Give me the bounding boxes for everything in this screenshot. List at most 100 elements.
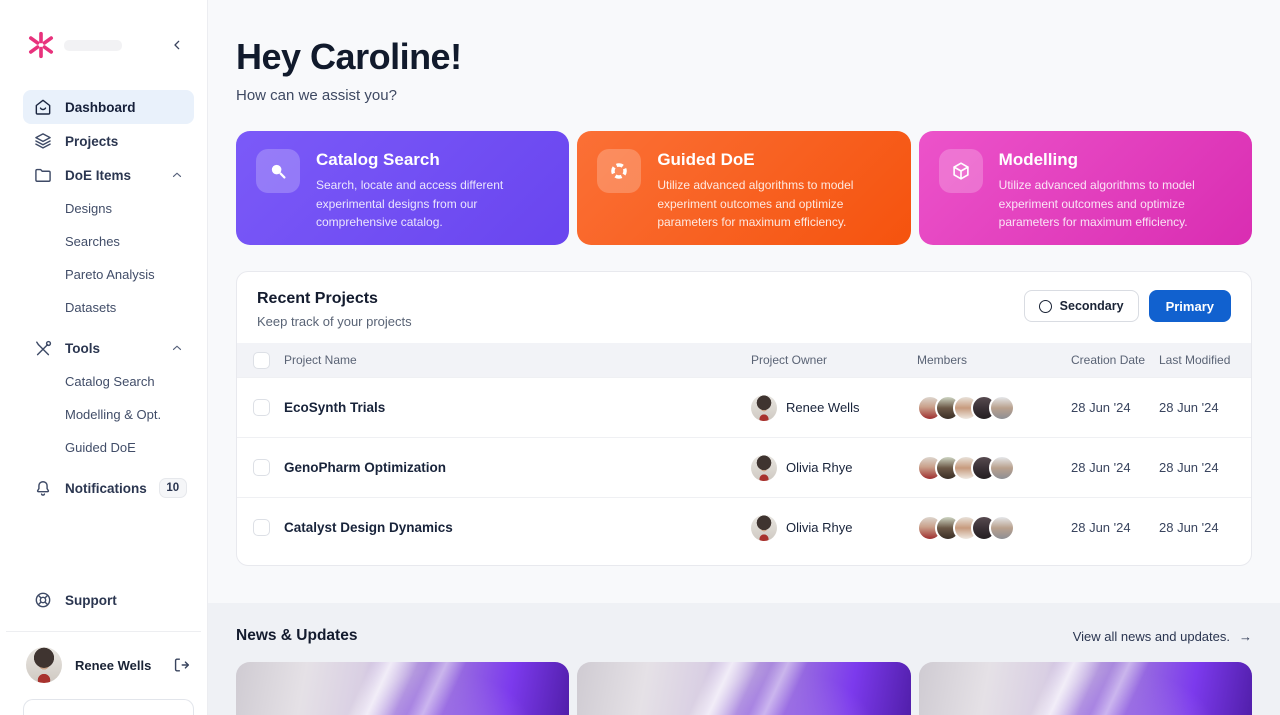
project-owner: Renee Wells bbox=[751, 394, 917, 421]
main-content: Hey Caroline! How can we assist you? Cat… bbox=[208, 0, 1280, 715]
news-section: News & Updates View all news and updates… bbox=[208, 603, 1280, 715]
news-card[interactable] bbox=[236, 662, 570, 715]
news-header: News & Updates View all news and updates… bbox=[236, 627, 1252, 645]
row-checkbox[interactable] bbox=[253, 459, 270, 476]
table-footer-spacer bbox=[237, 557, 1251, 565]
sidebar: Dashboard Projects DoE Items Designs Sea… bbox=[0, 0, 208, 715]
secondary-button[interactable]: Secondary bbox=[1023, 290, 1139, 322]
search-icon bbox=[256, 149, 300, 193]
view-all-label: View all news and updates. bbox=[1072, 628, 1230, 644]
catalog-search-card[interactable]: Catalog Search Search, locate and access… bbox=[236, 131, 570, 245]
table-row[interactable]: GenoPharm Optimization Olivia Rhye 28 Ju… bbox=[237, 437, 1251, 497]
news-card[interactable] bbox=[577, 662, 911, 715]
member-avatars bbox=[917, 394, 1071, 421]
brand-logo-icon bbox=[26, 30, 56, 60]
sidebar-item-label: Modelling & Opt. bbox=[65, 407, 162, 422]
sidebar-item-support[interactable]: Support bbox=[23, 583, 194, 617]
sidebar-item-dashboard[interactable]: Dashboard bbox=[23, 90, 194, 124]
project-name: Catalyst Design Dynamics bbox=[284, 520, 453, 535]
table-row[interactable]: EcoSynth Trials Renee Wells 28 Jun '24 2… bbox=[237, 377, 1251, 437]
owner-avatar bbox=[751, 514, 777, 541]
primary-button[interactable]: Primary bbox=[1148, 290, 1231, 322]
project-name: GenoPharm Optimization bbox=[284, 460, 447, 475]
project-owner: Olivia Rhye bbox=[751, 514, 917, 541]
project-name: EcoSynth Trials bbox=[284, 400, 386, 415]
sidebar-item-guided-doe[interactable]: Guided DoE bbox=[23, 431, 194, 464]
guided-doe-card[interactable]: Guided DoE Utilize advanced algorithms t… bbox=[577, 131, 911, 245]
hero-card-description: Search, locate and access different expe… bbox=[316, 178, 504, 230]
sidebar-item-label: Dashboard bbox=[65, 99, 136, 115]
sidebar-item-label: Support bbox=[65, 592, 117, 608]
sidebar-item-label: Datasets bbox=[65, 300, 117, 315]
hero-card-description: Utilize advanced algorithms to model exp… bbox=[998, 178, 1195, 230]
table-header: Project Name Project Owner Members Creat… bbox=[237, 343, 1251, 377]
sidebar-item-label: Guided DoE bbox=[65, 440, 136, 455]
sidebar-collapse-icon[interactable] bbox=[167, 35, 187, 55]
section-title: Recent Projects bbox=[257, 290, 378, 307]
page-subtitle: How can we assist you? bbox=[236, 87, 397, 104]
row-checkbox[interactable] bbox=[253, 519, 270, 536]
chevron-up-icon bbox=[170, 168, 184, 182]
section-subtitle: Keep track of your projects bbox=[257, 314, 412, 329]
news-title: News & Updates bbox=[236, 627, 358, 644]
sidebar-item-tools[interactable]: Tools bbox=[23, 331, 194, 365]
last-modified-date: 28 Jun '24 bbox=[1159, 460, 1219, 475]
project-owner: Olivia Rhye bbox=[751, 454, 917, 481]
owner-name: Olivia Rhye bbox=[786, 520, 853, 535]
cube-icon bbox=[938, 149, 983, 193]
chevron-up-icon bbox=[170, 341, 184, 355]
life-buoy-icon bbox=[597, 149, 642, 193]
table-row[interactable]: Catalyst Design Dynamics Olivia Rhye 28 … bbox=[237, 497, 1251, 557]
folder-icon bbox=[33, 165, 53, 185]
main-top: Hey Caroline! How can we assist you? Cat… bbox=[208, 0, 1280, 566]
hero-card-title: Guided DoE bbox=[657, 150, 755, 169]
select-all-checkbox[interactable] bbox=[253, 351, 270, 369]
news-cards bbox=[236, 662, 1252, 715]
recent-projects-card: Recent Projects Keep track of your proje… bbox=[236, 271, 1252, 566]
last-modified-date: 28 Jun '24 bbox=[1159, 520, 1219, 535]
row-checkbox[interactable] bbox=[253, 399, 270, 416]
sidebar-item-designs[interactable]: Designs bbox=[23, 192, 194, 225]
sidebar-item-label: Pareto Analysis bbox=[65, 267, 155, 282]
user-menu[interactable]: Renee Wells bbox=[0, 632, 207, 693]
sidebar-item-doe-items[interactable]: DoE Items bbox=[23, 158, 194, 192]
sidebar-item-projects[interactable]: Projects bbox=[23, 124, 194, 158]
column-header: Members bbox=[917, 353, 968, 367]
member-avatar bbox=[989, 454, 1015, 481]
page-title: Hey Caroline! bbox=[236, 36, 462, 77]
hero-card-text: Catalog Search Search, locate and access… bbox=[316, 149, 549, 229]
member-avatar bbox=[989, 394, 1015, 421]
owner-name: Renee Wells bbox=[786, 400, 860, 415]
view-all-news-link[interactable]: View all news and updates. → bbox=[1073, 629, 1252, 644]
sidebar-item-pareto-analysis[interactable]: Pareto Analysis bbox=[23, 258, 194, 291]
sidebar-item-searches[interactable]: Searches bbox=[23, 225, 194, 258]
hero-card-text: Guided DoE Utilize advanced algorithms t… bbox=[657, 149, 890, 229]
creation-date: 28 Jun '24 bbox=[1071, 520, 1131, 535]
secondary-button-label: Secondary bbox=[1059, 299, 1124, 313]
sidebar-item-label: Projects bbox=[65, 133, 119, 149]
member-avatars bbox=[917, 514, 1071, 541]
tools-icon bbox=[33, 338, 53, 358]
column-header: Project Owner bbox=[751, 353, 828, 367]
member-avatars bbox=[917, 454, 1071, 481]
user-avatar bbox=[26, 647, 62, 683]
sidebar-item-datasets[interactable]: Datasets bbox=[23, 291, 194, 324]
arrow-right-icon: → bbox=[1239, 628, 1252, 644]
column-header: Last Modified bbox=[1159, 353, 1231, 367]
logout-icon[interactable] bbox=[171, 655, 191, 675]
sidebar-divider bbox=[6, 631, 201, 632]
owner-avatar bbox=[751, 454, 777, 481]
sidebar-item-modelling-opt[interactable]: Modelling & Opt. bbox=[23, 398, 194, 431]
news-card[interactable] bbox=[918, 662, 1252, 715]
hero-card-description: Utilize advanced algorithms to model exp… bbox=[657, 178, 854, 230]
recent-projects-titles: Recent Projects Keep track of your proje… bbox=[257, 290, 412, 329]
sidebar-bottom: Support Renee Wells bbox=[0, 583, 207, 715]
creation-date: 28 Jun '24 bbox=[1071, 400, 1131, 415]
modelling-card[interactable]: Modelling Utilize advanced algorithms to… bbox=[918, 131, 1252, 245]
sidebar-item-label: Tools bbox=[65, 340, 100, 356]
column-header: Project Name bbox=[284, 353, 357, 367]
sidebar-item-notifications[interactable]: Notifications 10 bbox=[23, 471, 194, 505]
sidebar-item-label: Designs bbox=[65, 201, 112, 216]
sidebar-item-catalog-search[interactable]: Catalog Search bbox=[23, 365, 194, 398]
